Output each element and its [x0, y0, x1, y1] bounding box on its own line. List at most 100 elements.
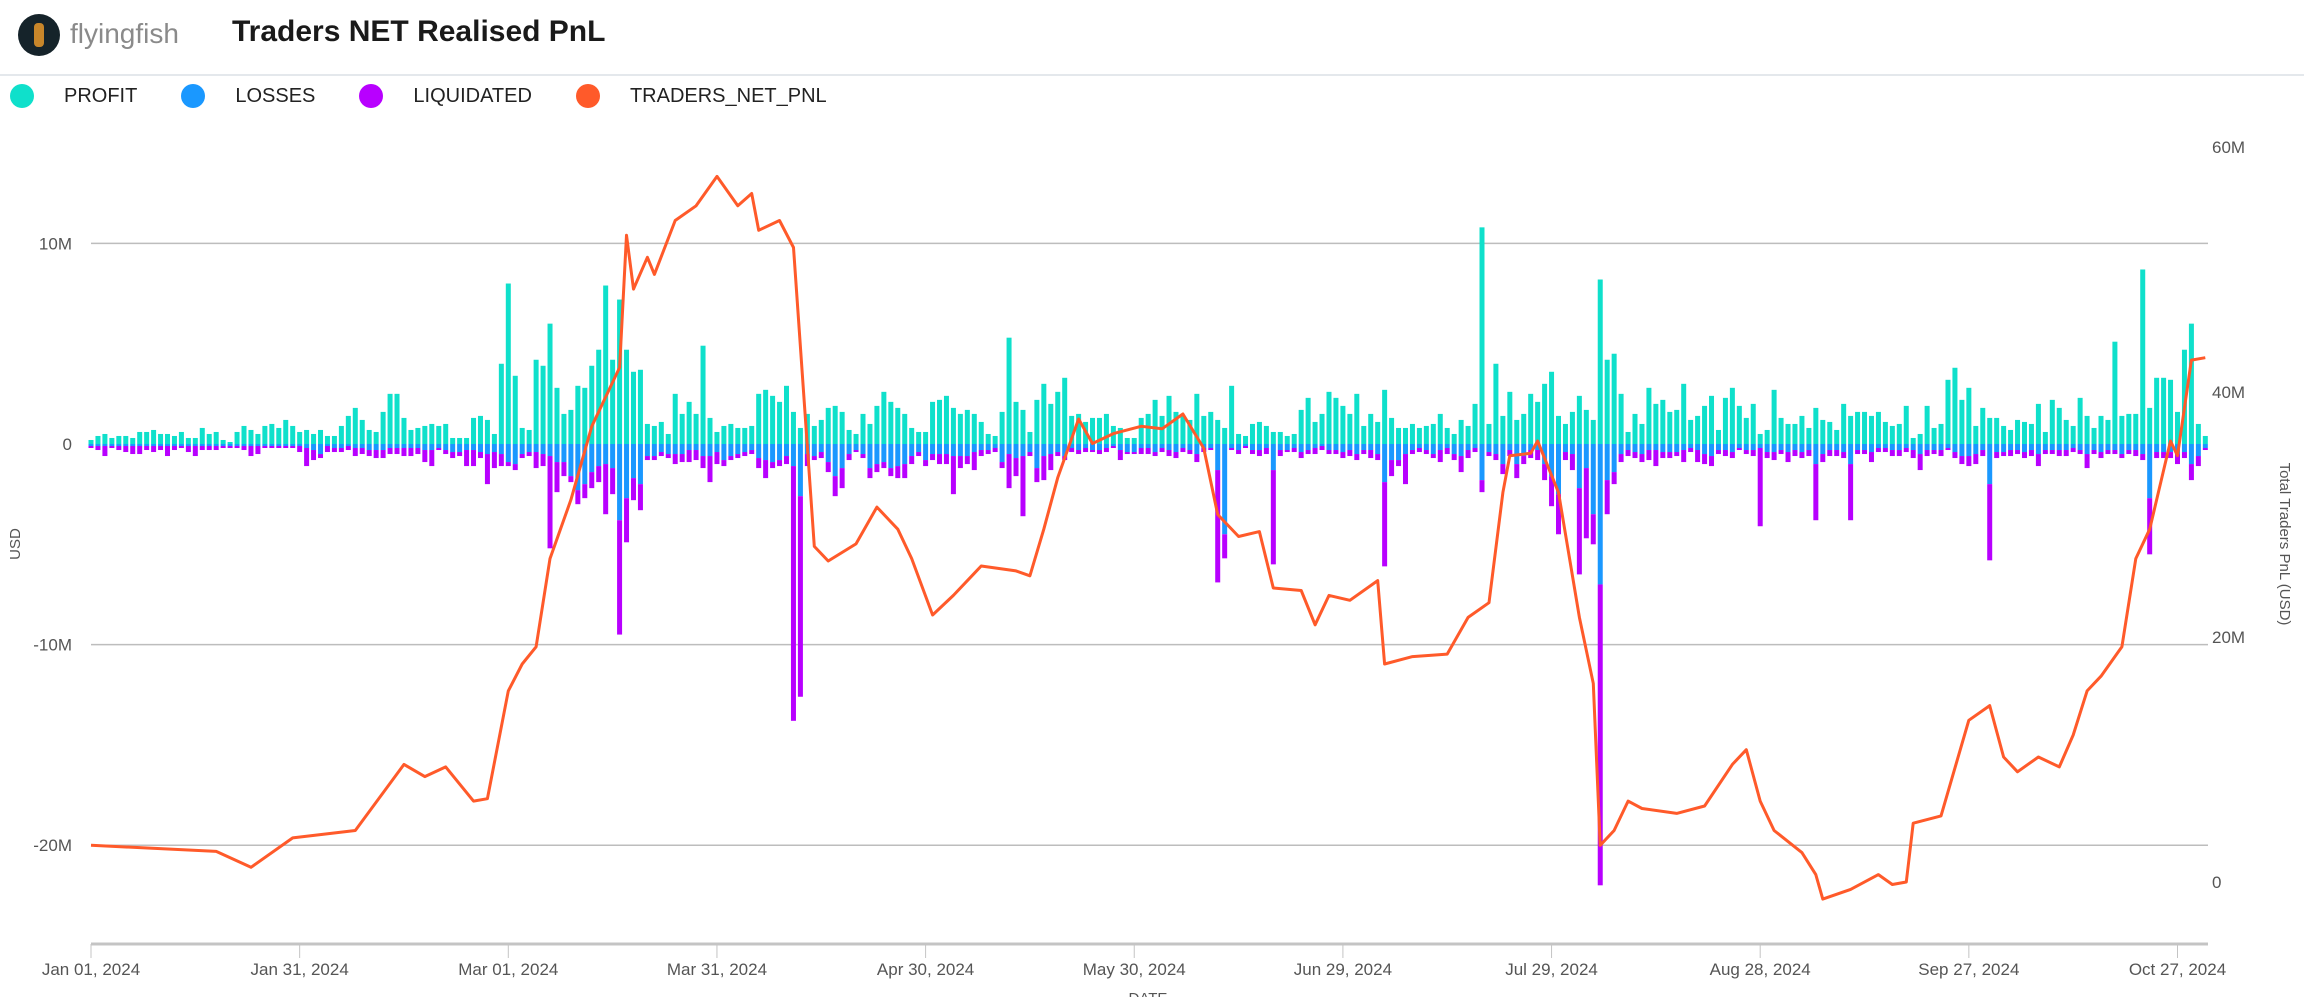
bar-profit: [1562, 423, 1568, 444]
x-tick-label: Oct 27, 2024: [2129, 960, 2226, 979]
bar-profit: [1055, 391, 1061, 444]
bar-losses: [1396, 444, 1402, 461]
bar-liquidated: [763, 460, 769, 479]
bar-losses: [484, 444, 490, 455]
bar-losses: [1576, 444, 1582, 489]
bar-profit: [1750, 403, 1756, 444]
brand-name[interactable]: flyingfish: [70, 18, 179, 49]
legend-item-traders-net-pnl[interactable]: TRADERS_NET_PNL: [575, 84, 827, 108]
bar-profit: [1799, 415, 1805, 444]
bar-losses: [422, 444, 428, 451]
bar-losses: [1639, 444, 1645, 455]
bar-losses: [415, 444, 421, 449]
bar-losses: [241, 444, 247, 447]
bar-profit: [2042, 431, 2048, 444]
legend-item-profit[interactable]: PROFIT: [10, 84, 137, 108]
bar-losses: [1973, 444, 1979, 455]
bar-profit: [749, 425, 755, 444]
bar-liquidated: [130, 446, 136, 455]
bar-losses: [318, 444, 324, 455]
bar-losses: [1389, 444, 1395, 461]
bar-profit: [1820, 419, 1826, 444]
bar-liquidated: [547, 456, 553, 549]
bar-profit: [394, 393, 400, 444]
bar-losses: [1076, 444, 1082, 451]
bar-profit: [2077, 397, 2083, 444]
bar-liquidated: [1764, 452, 1770, 459]
legend: PROFIT LOSSES LIQUIDATED TRADERS_NET_PNL: [10, 84, 871, 108]
bar-profit: [484, 419, 490, 444]
bar-liquidated: [88, 446, 94, 449]
avatar[interactable]: [18, 14, 60, 56]
bar-liquidated: [2126, 450, 2132, 455]
bar-losses: [784, 444, 789, 457]
bar-liquidated: [269, 446, 275, 449]
bar-losses: [1750, 444, 1756, 451]
bar-losses: [1764, 444, 1770, 453]
bar-losses: [1013, 444, 1019, 459]
bar-liquidated: [1389, 460, 1395, 477]
bar-liquidated: [644, 456, 650, 461]
bar-profit: [2063, 419, 2069, 444]
legend-item-liquidated[interactable]: LIQUIDATED: [359, 84, 532, 108]
bar-losses: [1326, 444, 1332, 451]
bar-liquidated: [1848, 464, 1854, 521]
bar-liquidated: [651, 456, 657, 461]
bar-liquidated: [1674, 452, 1680, 457]
bar-profit: [1917, 433, 1923, 444]
bar-profit: [1778, 417, 1784, 444]
bar-losses: [1771, 444, 1777, 453]
bar-profit: [937, 399, 943, 444]
bar-losses: [1604, 444, 1610, 481]
bar-losses: [749, 444, 755, 451]
bar-losses: [401, 444, 407, 449]
bar-losses: [262, 444, 268, 447]
bar-losses: [290, 444, 296, 447]
bar-profit: [1834, 429, 1840, 444]
bar-liquidated: [1653, 450, 1659, 467]
bar-profit: [1493, 363, 1499, 444]
bar-profit: [860, 413, 866, 444]
bar-liquidated: [1910, 450, 1916, 459]
bar-losses: [735, 444, 741, 455]
bar-profit: [853, 433, 859, 444]
bar-liquidated: [248, 446, 254, 457]
bar-profit: [957, 413, 963, 444]
bar-losses: [1347, 444, 1353, 451]
bar-profit: [1660, 399, 1666, 444]
bar-losses: [1792, 444, 1798, 451]
bar-liquidated: [770, 462, 776, 469]
bar-profit: [1201, 415, 1207, 444]
x-axis-title: DATE: [1129, 990, 1168, 997]
bar-liquidated: [582, 484, 588, 499]
bar-losses: [763, 444, 769, 461]
bar-profit: [199, 427, 205, 444]
bar-liquidated: [1778, 450, 1784, 455]
bar-profit: [213, 431, 219, 444]
bar-liquidated: [1959, 456, 1965, 465]
bar-profit: [1041, 383, 1047, 444]
bar-liquidated: [950, 456, 956, 495]
y-tick-label: -20M: [33, 836, 72, 855]
bar-liquidated: [554, 462, 560, 493]
bar-profit: [1444, 427, 1450, 444]
bar-losses: [1083, 444, 1089, 449]
bar-losses: [818, 444, 824, 453]
bar-losses: [2202, 444, 2208, 449]
bar-liquidated: [637, 484, 643, 511]
bar-losses: [2133, 444, 2139, 451]
bar-profit: [1006, 337, 1012, 444]
bar-losses: [1270, 444, 1276, 471]
bar-profit: [1117, 427, 1123, 444]
bar-losses: [1110, 444, 1116, 447]
bar-losses: [596, 444, 602, 467]
legend-item-losses[interactable]: LOSSES: [181, 84, 315, 108]
bar-profit: [387, 393, 393, 444]
bar-profit: [665, 433, 671, 444]
bar-liquidated: [707, 456, 713, 483]
bar-profit: [519, 427, 525, 444]
bar-profit: [1931, 427, 1937, 444]
y-axis-title: USD: [7, 528, 24, 560]
bar-profit: [770, 395, 776, 444]
bar-losses: [1952, 444, 1958, 453]
